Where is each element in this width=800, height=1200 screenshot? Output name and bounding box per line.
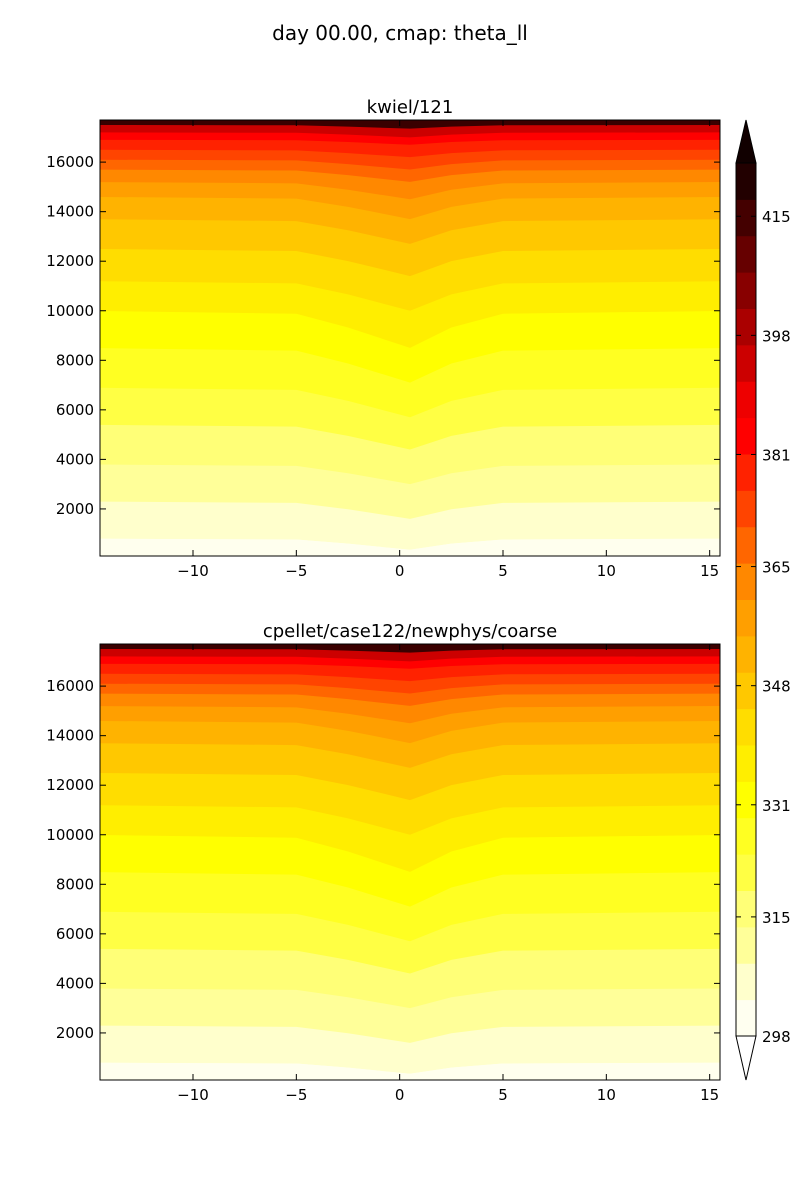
y-tick-label: 14000	[46, 203, 94, 221]
colorbar-segment	[736, 490, 756, 528]
x-tick-label: 10	[597, 1086, 616, 1104]
panel-title: kwiel/121	[367, 97, 454, 118]
colorbar-segment	[736, 745, 756, 782]
colorbar-tick-label: 331	[762, 797, 791, 815]
contour-field	[100, 644, 720, 1080]
colorbar-segment	[736, 708, 756, 746]
colorbar-tick-label: 398	[762, 327, 791, 345]
y-tick-label: 12000	[46, 252, 94, 270]
colorbar-segment	[736, 417, 756, 455]
colorbar-segment	[736, 454, 756, 491]
x-tick-label: 5	[498, 562, 508, 580]
colorbar-segment	[736, 999, 756, 1037]
y-tick-label: 10000	[46, 826, 94, 844]
colorbar-extend-max	[735, 119, 757, 164]
colorbar-segment	[736, 781, 756, 819]
colorbar-segment	[736, 199, 756, 237]
x-tick-label: −5	[285, 562, 307, 580]
x-tick-label: −10	[177, 562, 209, 580]
x-tick-label: 5	[498, 1086, 508, 1104]
y-tick-label: 10000	[46, 302, 94, 320]
colorbar-tick-label: 348	[762, 678, 791, 696]
panel-bottom: cpellet/case122/newphys/coarse −10 −5 0 5 10 1…	[46, 621, 721, 1104]
colorbar-segment	[736, 817, 756, 855]
colorbar-tick-label: 298	[762, 1028, 791, 1046]
colorbar-segment	[736, 163, 756, 200]
x-tick-label: −10	[177, 1086, 209, 1104]
colorbar-extend-min	[735, 1035, 757, 1081]
y-tick-label: 4000	[56, 974, 94, 992]
colorbar-tick-label: 415	[762, 208, 791, 226]
colorbar-tick-label: 381	[762, 446, 791, 464]
colorbar-segment	[736, 854, 756, 891]
colorbar-segment	[736, 635, 756, 673]
x-tick-label: 0	[395, 1086, 405, 1104]
y-tick-label: 16000	[46, 677, 94, 695]
colorbar-segment	[736, 381, 756, 419]
colorbar-segment	[736, 235, 756, 273]
axes-frame	[99, 643, 721, 1081]
contour-band-bottom	[100, 1062, 720, 1080]
colorbar-segment	[736, 563, 756, 600]
x-tick-label: 15	[700, 562, 719, 580]
colorbar-tick-label: 315	[762, 909, 791, 927]
colorbar-segment	[736, 526, 756, 564]
y-tick-label: 8000	[56, 875, 94, 893]
contour-band-bottom	[100, 538, 720, 556]
colorbar-segment	[736, 344, 756, 382]
colorbar-segment	[736, 272, 756, 309]
y-tick-label: 2000	[56, 1024, 94, 1042]
x-tick-label: 15	[700, 1086, 719, 1104]
axes-frame	[99, 119, 721, 557]
colorbar-tick-label: 365	[762, 559, 791, 577]
figure-suptitle: day 00.00, cmap: theta_ll	[272, 21, 528, 45]
x-tick-label: 0	[395, 562, 405, 580]
colorbar-segment	[736, 599, 756, 637]
y-tick-label: 4000	[56, 450, 94, 468]
x-tick-label: 10	[597, 562, 616, 580]
y-tick-label: 14000	[46, 727, 94, 745]
colorbar-segment	[736, 963, 756, 1001]
y-tick-label: 12000	[46, 776, 94, 794]
panel-top: kwiel/121 −10 −5 0 5 10 15 2000 4000 6000 8000 1000…	[46, 97, 721, 580]
colorbar-segment	[736, 672, 756, 710]
y-tick-label: 8000	[56, 351, 94, 369]
y-tick-label: 6000	[56, 401, 94, 419]
colorbar: 298 315 331 348 365 381 398 415	[735, 119, 791, 1081]
contour-field	[100, 120, 720, 556]
y-tick-label: 16000	[46, 153, 94, 171]
y-tick-label: 2000	[56, 500, 94, 518]
panel-title: cpellet/case122/newphys/coarse	[263, 621, 557, 642]
x-tick-label: −5	[285, 1086, 307, 1104]
colorbar-segment	[736, 926, 756, 964]
y-tick-label: 6000	[56, 925, 94, 943]
colorbar-segment	[736, 308, 756, 346]
colorbar-frame	[735, 162, 757, 1037]
colorbar-segment	[736, 890, 756, 928]
